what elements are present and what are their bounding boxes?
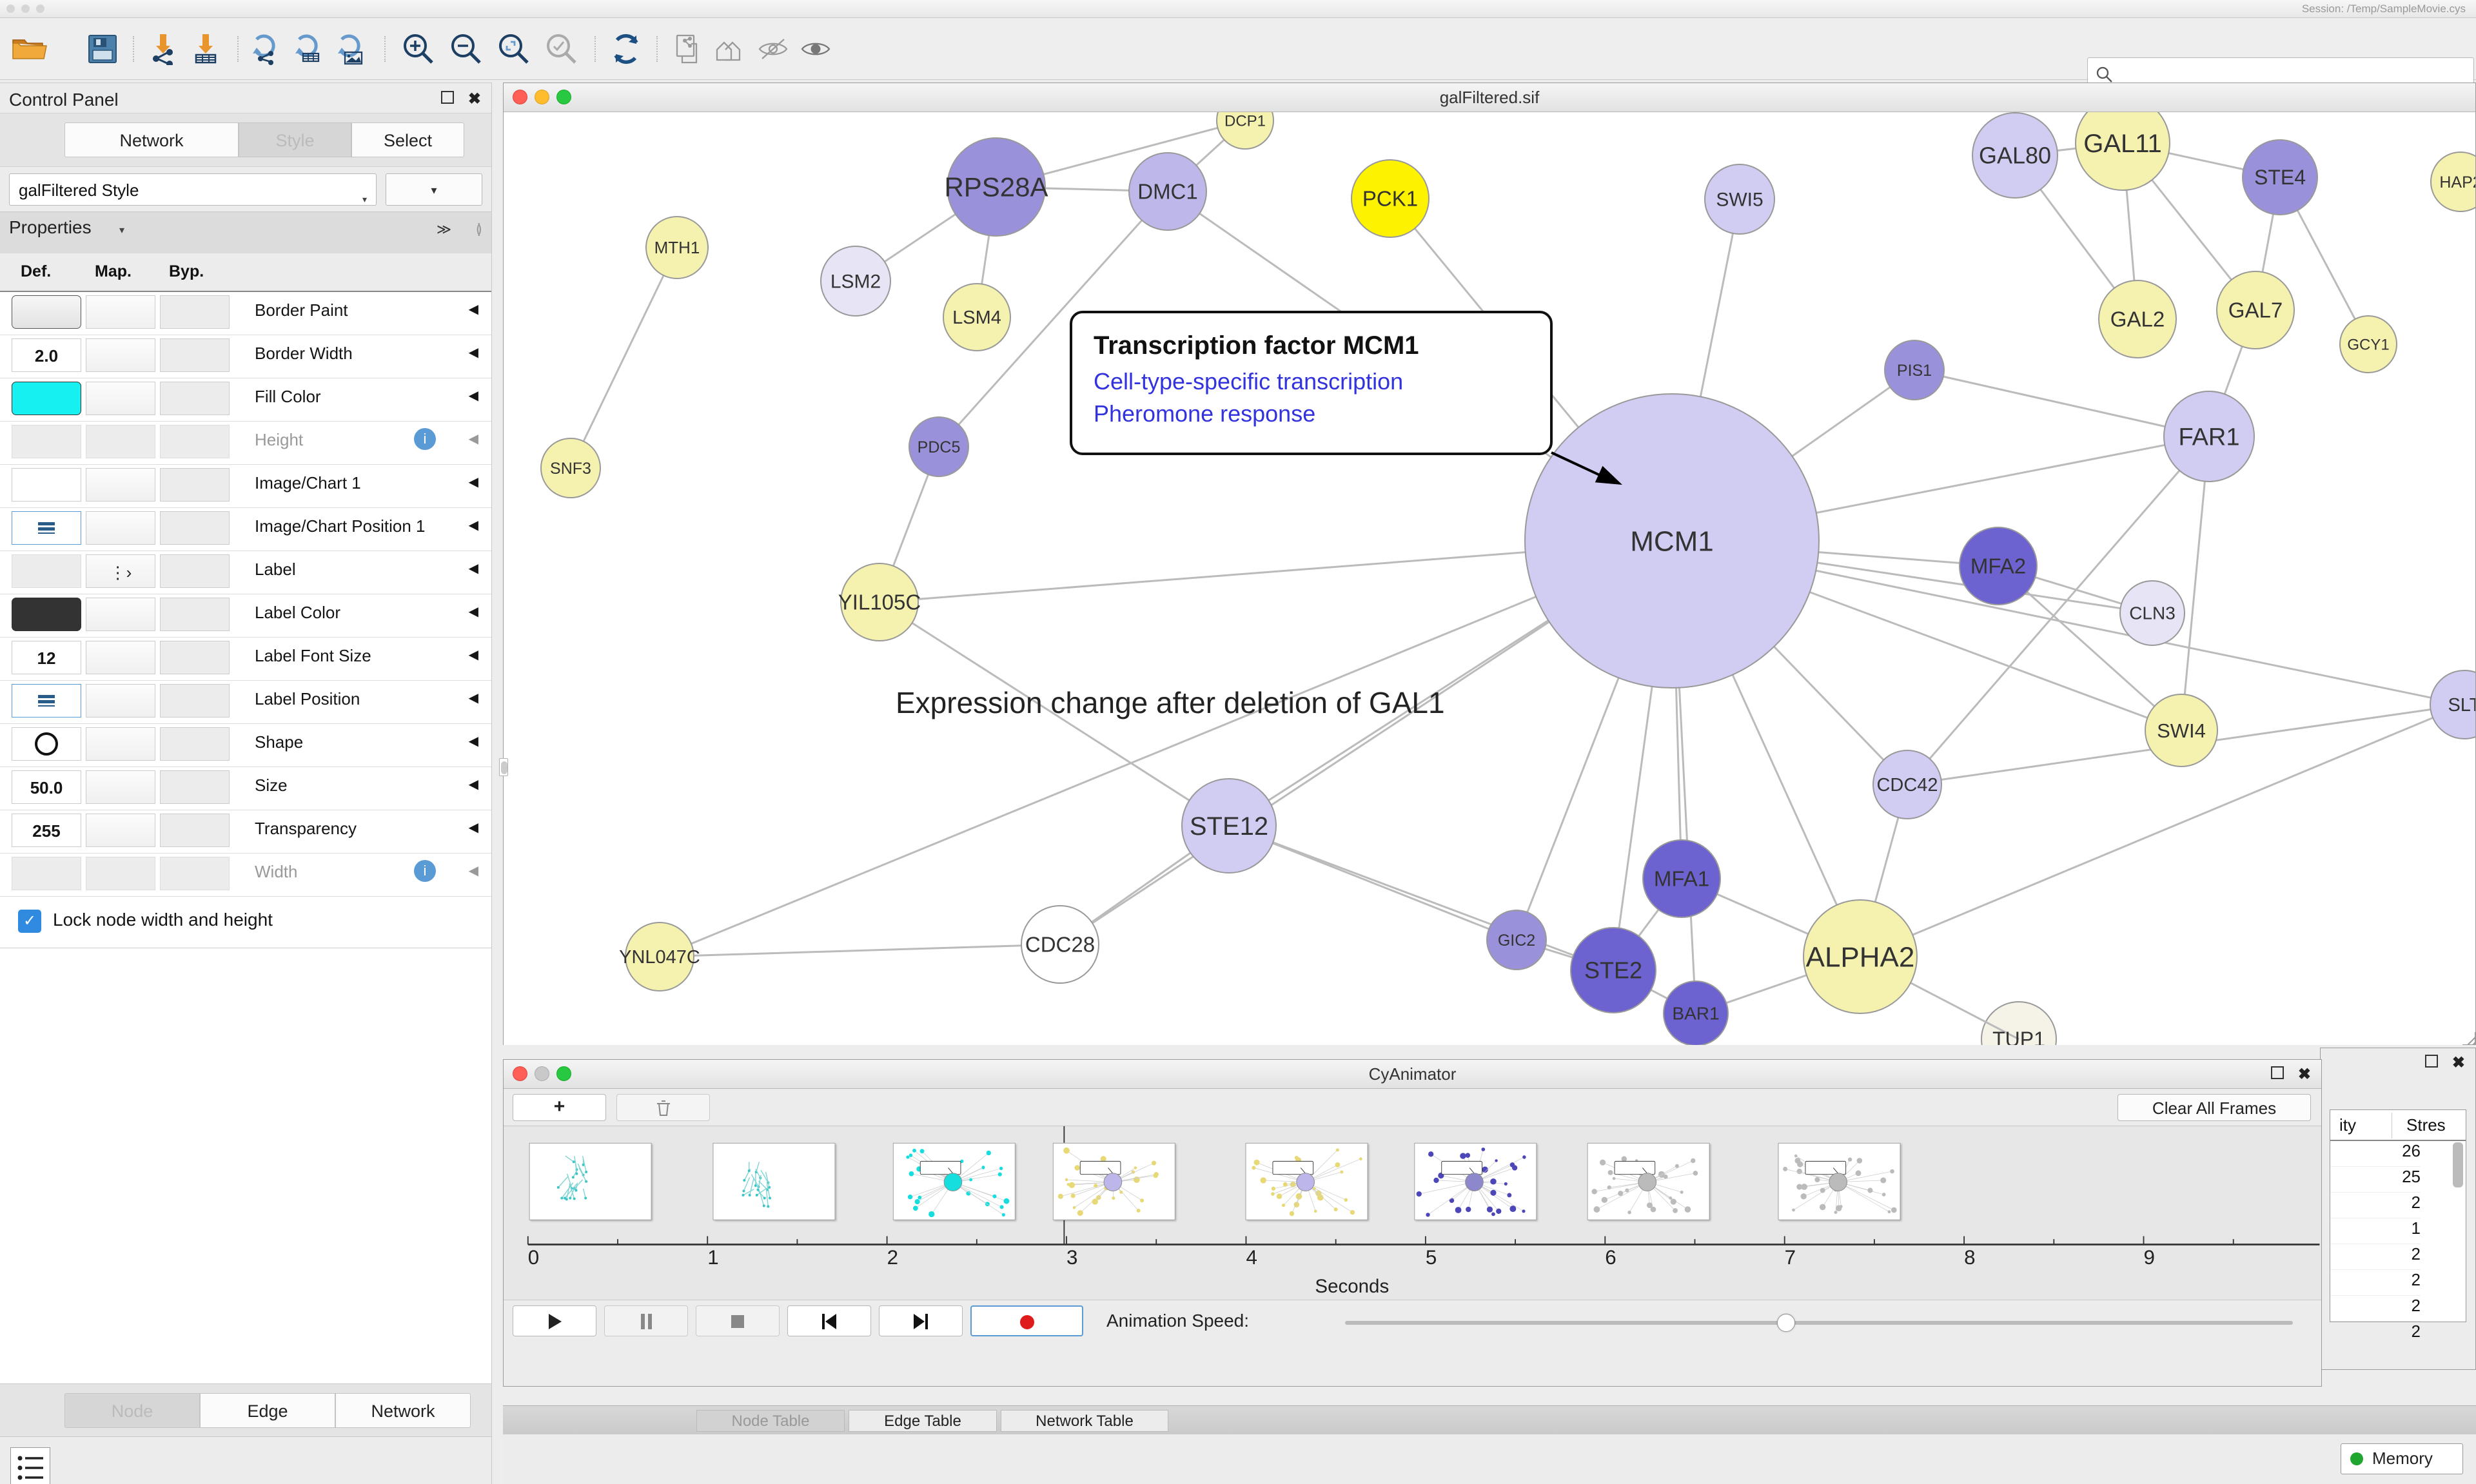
svg-text:GIC2: GIC2 [1498,932,1535,950]
svg-text:SWI5: SWI5 [1716,189,1763,210]
svg-text:STE4: STE4 [2254,166,2306,189]
svg-text:STE2: STE2 [1584,957,1642,984]
svg-text:SLT: SLT [2448,695,2475,716]
svg-text:MCM1: MCM1 [1630,525,1714,557]
svg-text:FAR1: FAR1 [2178,424,2239,451]
svg-text:DCP1: DCP1 [1224,112,1266,130]
svg-text:4: 4 [1246,1246,1257,1269]
svg-text:Cell-type-specific transcripti: Cell-type-specific transcription [1094,368,1403,395]
svg-text:3: 3 [1066,1246,1077,1269]
svg-text:1: 1 [707,1246,718,1269]
svg-text:GAL7: GAL7 [2228,298,2283,322]
svg-text:GAL11: GAL11 [2083,130,2162,158]
svg-text:CLN3: CLN3 [2129,603,2176,623]
svg-text:MTH1: MTH1 [654,238,700,257]
svg-text:YNL047C: YNL047C [619,947,700,968]
svg-text:5: 5 [1426,1246,1437,1269]
svg-text:PCK1: PCK1 [1362,187,1418,211]
svg-text:HAP2: HAP2 [2439,173,2475,191]
svg-text:Transcription factor MCM1: Transcription factor MCM1 [1094,331,1419,360]
svg-text:SWI4: SWI4 [2157,719,2206,742]
svg-text:CDC28: CDC28 [1025,933,1095,957]
svg-text:PIS1: PIS1 [1897,362,1932,380]
svg-text:ALPHA2: ALPHA2 [1806,941,1915,973]
svg-text:DMC1: DMC1 [1137,180,1198,204]
svg-text:GAL80: GAL80 [1979,142,2051,169]
svg-text:CDC42: CDC42 [1876,775,1938,796]
svg-text:GAL2: GAL2 [2110,308,2165,331]
svg-text:BAR1: BAR1 [1672,1004,1719,1024]
svg-text:MFA1: MFA1 [1654,867,1709,891]
svg-text:2: 2 [887,1246,898,1269]
svg-text:SNF3: SNF3 [550,460,591,478]
svg-text:6: 6 [1605,1246,1616,1269]
svg-text:LSM2: LSM2 [830,271,881,292]
svg-text:YIL105C: YIL105C [838,591,921,614]
svg-text:GCY1: GCY1 [2347,336,2389,353]
svg-text:Seconds: Seconds [1315,1276,1389,1297]
svg-text:Pheromone response: Pheromone response [1094,400,1315,427]
svg-text:8: 8 [1964,1246,1975,1269]
svg-text:RPS28A: RPS28A [944,172,1048,202]
svg-text:0: 0 [528,1246,539,1269]
svg-text:9: 9 [2144,1246,2155,1269]
svg-text:PDC5: PDC5 [918,438,961,456]
svg-text:STE12: STE12 [1190,812,1268,841]
svg-text:TUP1: TUP1 [1992,1028,2045,1045]
svg-text:7: 7 [1785,1246,1796,1269]
svg-text:LSM4: LSM4 [952,308,1001,328]
svg-text:Expression change after deleti: Expression change after deletion of GAL1 [896,686,1445,719]
svg-text:MFA2: MFA2 [1970,554,2026,578]
